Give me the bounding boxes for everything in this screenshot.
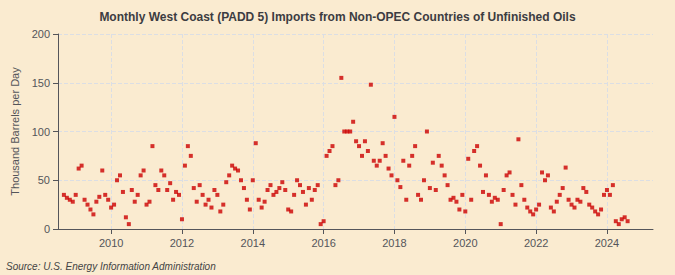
svg-text:2024: 2024 bbox=[595, 237, 619, 249]
svg-text:Thousand Barrels per Day: Thousand Barrels per Day bbox=[9, 67, 21, 196]
svg-text:2020: 2020 bbox=[453, 237, 477, 249]
svg-text:Source: U.S. Energy Informatio: Source: U.S. Energy Information Administ… bbox=[6, 261, 216, 272]
svg-text:2022: 2022 bbox=[524, 237, 548, 249]
svg-text:2012: 2012 bbox=[170, 237, 194, 249]
svg-text:2016: 2016 bbox=[311, 237, 335, 249]
svg-text:200: 200 bbox=[32, 28, 50, 40]
svg-text:150: 150 bbox=[32, 77, 50, 89]
svg-text:100: 100 bbox=[32, 126, 50, 138]
svg-text:2018: 2018 bbox=[382, 237, 406, 249]
svg-text:Monthly West Coast (PADD 5) Im: Monthly West Coast (PADD 5) Imports from… bbox=[99, 10, 576, 24]
svg-text:2014: 2014 bbox=[241, 237, 265, 249]
svg-text:50: 50 bbox=[38, 174, 50, 186]
svg-text:0: 0 bbox=[44, 223, 50, 235]
svg-text:2010: 2010 bbox=[99, 237, 123, 249]
